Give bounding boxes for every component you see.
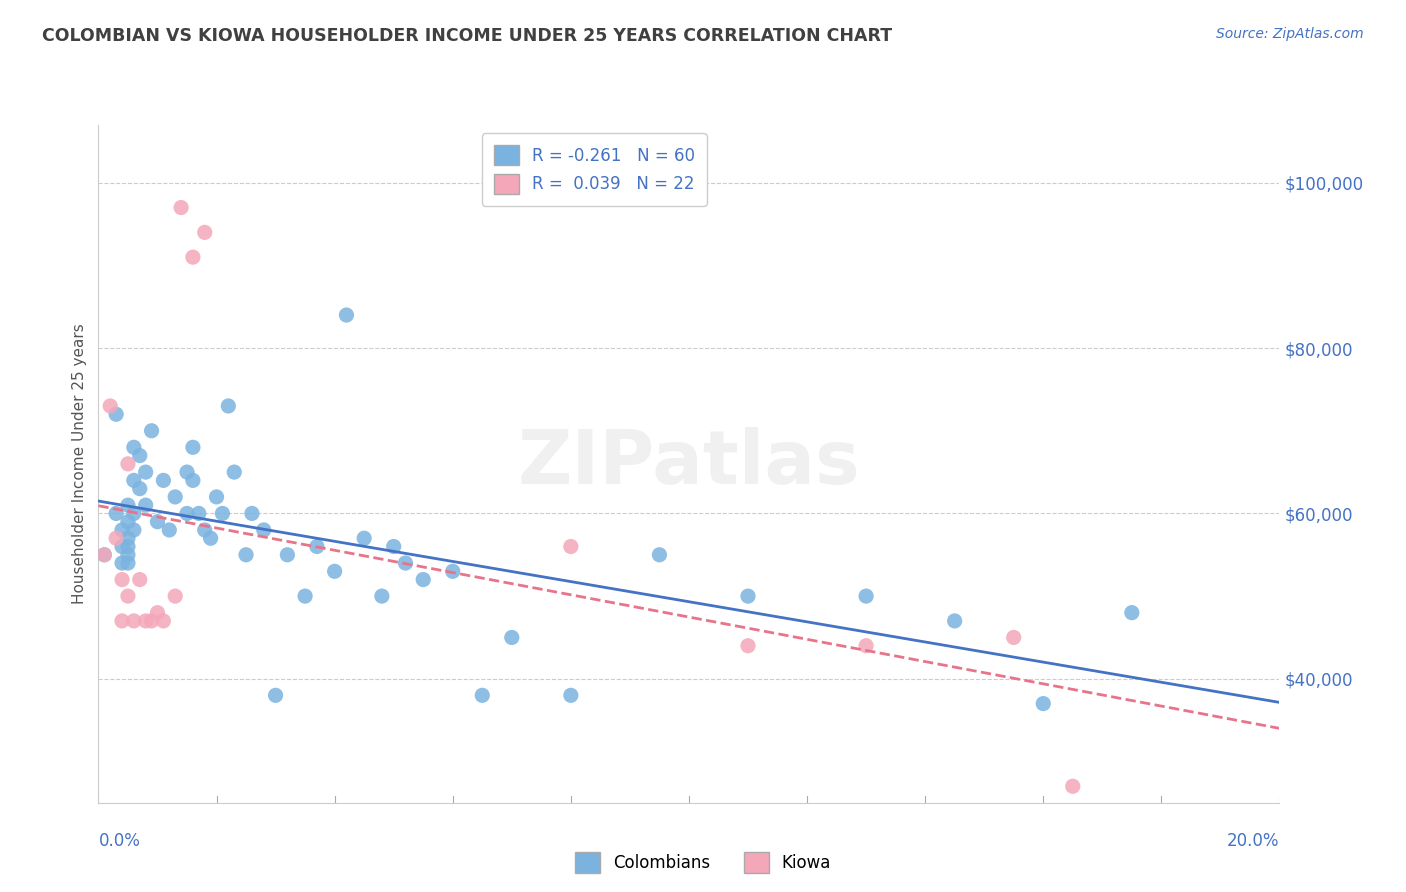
- Point: [1121, 606, 1143, 620]
- Point: [205, 490, 228, 504]
- Point: [135, 498, 157, 512]
- Point: [128, 449, 150, 463]
- Point: [152, 614, 174, 628]
- Point: [111, 573, 134, 587]
- Point: [152, 474, 174, 488]
- Point: [111, 556, 134, 570]
- Point: [371, 589, 394, 603]
- Point: [105, 531, 128, 545]
- Point: [93, 548, 115, 562]
- Point: [1002, 631, 1025, 645]
- Point: [200, 531, 222, 545]
- Point: [117, 589, 139, 603]
- Point: [194, 225, 217, 239]
- Point: [117, 515, 139, 529]
- Point: [165, 589, 187, 603]
- Point: [560, 689, 582, 703]
- Point: [194, 523, 217, 537]
- Point: [737, 639, 759, 653]
- Text: ZIPatlas: ZIPatlas: [517, 427, 860, 500]
- Point: [294, 589, 316, 603]
- Point: [122, 614, 145, 628]
- Point: [111, 523, 134, 537]
- Point: [141, 614, 163, 628]
- Point: [382, 540, 405, 554]
- Point: [1062, 779, 1084, 793]
- Text: 0.0%: 0.0%: [98, 831, 141, 850]
- Point: [117, 548, 139, 562]
- Point: [181, 250, 204, 264]
- Point: [111, 614, 134, 628]
- Point: [335, 308, 357, 322]
- Point: [98, 399, 121, 413]
- Point: [105, 407, 128, 421]
- Point: [135, 465, 157, 479]
- Point: [224, 465, 246, 479]
- Legend: Colombians, Kiowa: Colombians, Kiowa: [568, 846, 838, 880]
- Point: [117, 498, 139, 512]
- Point: [501, 631, 523, 645]
- Point: [146, 606, 169, 620]
- Point: [135, 614, 157, 628]
- Point: [235, 548, 257, 562]
- Point: [122, 474, 145, 488]
- Point: [141, 424, 163, 438]
- Point: [394, 556, 416, 570]
- Point: [648, 548, 671, 562]
- Point: [560, 540, 582, 554]
- Point: [264, 689, 287, 703]
- Point: [176, 507, 198, 521]
- Point: [170, 201, 193, 215]
- Point: [211, 507, 233, 521]
- Point: [176, 465, 198, 479]
- Point: [111, 540, 134, 554]
- Point: [855, 639, 877, 653]
- Point: [276, 548, 298, 562]
- Point: [737, 589, 759, 603]
- Point: [117, 531, 139, 545]
- Text: 20.0%: 20.0%: [1227, 831, 1279, 850]
- Point: [117, 556, 139, 570]
- Point: [471, 689, 494, 703]
- Point: [187, 507, 209, 521]
- Point: [146, 515, 169, 529]
- Point: [412, 573, 434, 587]
- Point: [943, 614, 966, 628]
- Point: [353, 531, 375, 545]
- Point: [122, 507, 145, 521]
- Point: [253, 523, 276, 537]
- Point: [441, 564, 464, 578]
- Text: COLOMBIAN VS KIOWA HOUSEHOLDER INCOME UNDER 25 YEARS CORRELATION CHART: COLOMBIAN VS KIOWA HOUSEHOLDER INCOME UN…: [42, 27, 893, 45]
- Text: Source: ZipAtlas.com: Source: ZipAtlas.com: [1216, 27, 1364, 41]
- Y-axis label: Householder Income Under 25 years: Householder Income Under 25 years: [72, 324, 87, 604]
- Point: [122, 440, 145, 454]
- Legend: R = -0.261   N = 60, R =  0.039   N = 22: R = -0.261 N = 60, R = 0.039 N = 22: [482, 133, 707, 205]
- Point: [181, 440, 204, 454]
- Point: [117, 457, 139, 471]
- Point: [157, 523, 180, 537]
- Point: [217, 399, 239, 413]
- Point: [323, 564, 346, 578]
- Point: [855, 589, 877, 603]
- Point: [240, 507, 263, 521]
- Point: [1032, 697, 1054, 711]
- Point: [305, 540, 328, 554]
- Point: [117, 540, 139, 554]
- Point: [122, 523, 145, 537]
- Point: [105, 507, 128, 521]
- Point: [181, 474, 204, 488]
- Point: [93, 548, 115, 562]
- Point: [128, 482, 150, 496]
- Point: [128, 573, 150, 587]
- Point: [165, 490, 187, 504]
